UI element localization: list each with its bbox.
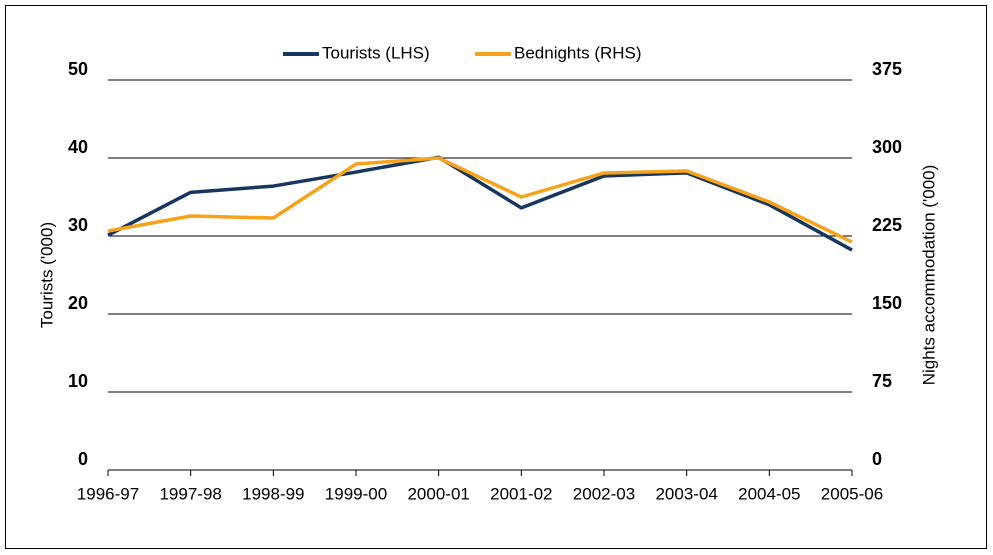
y2-axis-title: Nights accommodation ('000) [919,165,938,386]
x-tick-label: 2000-01 [407,484,469,503]
y-axis-title: Tourists ('000) [37,222,56,328]
legend-label: Bednights (RHS) [514,43,642,62]
x-tick-label: 2005-06 [821,484,883,503]
chart-frame [5,5,987,549]
x-tick-label: 2004-05 [738,484,800,503]
y-tick-label: 50 [68,59,88,79]
y-tick-label: 30 [68,215,88,235]
y-tick-label: 10 [68,371,88,391]
x-tick-label: 2001-02 [490,484,552,503]
y2-tick-label: 150 [872,293,902,313]
x-tick-label: 2003-04 [655,484,717,503]
y2-tick-label: 0 [872,449,882,469]
x-tick-label: 1998-99 [242,484,304,503]
legend-label: Tourists (LHS) [322,43,430,62]
series-line [107,156,853,244]
series-line [107,155,853,252]
y2-tick-label: 225 [872,215,902,235]
y2-tick-label: 75 [872,371,892,391]
y2-tick-label: 300 [872,137,902,157]
y-tick-label: 40 [68,137,88,157]
x-tick-label: 1996-97 [77,484,139,503]
y-tick-label: 0 [78,449,88,469]
x-tick-label: 1999-00 [325,484,387,503]
x-tick-label: 1997-98 [159,484,221,503]
y-tick-label: 20 [68,293,88,313]
y2-tick-label: 375 [872,59,902,79]
x-tick-label: 2002-03 [573,484,635,503]
